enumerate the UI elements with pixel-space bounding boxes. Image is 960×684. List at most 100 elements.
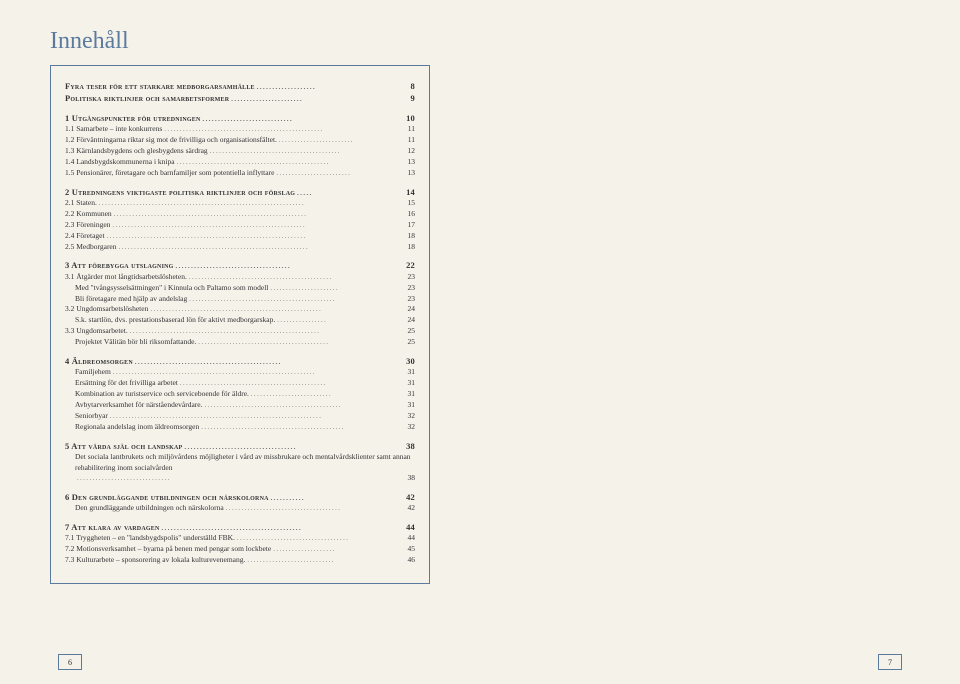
toc-page: 42 [408,503,416,514]
toc-label: 1.1 Samarbete – inte konkurrens [65,124,162,135]
toc-label: Seniorbyar [75,411,108,422]
toc-row: Familjehem..............................… [65,367,415,378]
toc-page: 10 [406,112,415,124]
toc-row: 2.5 Medborgaren.........................… [65,242,415,253]
toc-page: 24 [408,315,416,326]
dot-leader: .......................... [249,390,408,399]
dot-leader: ........................ [277,136,408,145]
page-number-text: 7 [888,658,892,667]
toc-page: 16 [408,209,416,220]
toc-row: 3.1 Åtgärder mot långtidsarbetslösheten.… [65,272,415,283]
dot-leader: ........................................… [97,199,408,208]
toc-row: Regionala andelslag inom äldreomsorgen..… [65,422,415,433]
dot-leader: ........................................… [110,221,407,230]
toc-page: 13 [408,168,416,179]
toc-page: 24 [408,304,416,315]
toc-label: 7.2 Motionsverksamhet – byarna på benen … [65,544,271,555]
toc-label: Den grundläggande utbildningen och närsk… [75,503,224,514]
toc-label: 5 Att vårda själ och landskap [65,440,182,452]
toc-page: 17 [408,220,416,231]
toc-label: 1.2 Förväntningarna riktar sig mot de fr… [65,135,277,146]
dot-leader: ........................................… [162,125,408,134]
toc-label: 7 Att klara av vardagen [65,521,159,533]
toc-page: 46 [408,555,416,566]
toc-label: 2.3 Föreningen [65,220,110,231]
toc-row: Ersättning för det frivilliga arbetet...… [65,378,415,389]
toc-label: Ersättning för det frivilliga arbetet [75,378,178,389]
toc-row: Projektet Välitän bör bli riksomfattande… [65,337,415,348]
toc-label: 7.1 Tryggheten – en "landsbygdspolis" un… [65,533,235,544]
toc-section-2: 2 Utredningens viktigaste politiska rikt… [65,186,415,253]
toc-row: Politiska riktlinjer och samarbetsformer… [65,92,415,104]
toc-page: 8 [411,80,415,92]
toc-page: 18 [408,231,416,242]
toc-row: 1.3 Kärnlandsbygdens och glesbygdens sär… [65,146,415,157]
toc-label: 3.2 Ungdomsarbetslösheten [65,304,148,315]
toc-label: Kombination av turistservice och service… [75,389,249,400]
dot-leader: .............................. [75,474,408,483]
toc-page: 30 [406,355,415,367]
toc-label: 3 Att förebygga utslagning [65,259,174,271]
toc-row: Den grundläggande utbildningen och närsk… [65,503,415,514]
dot-leader: ........................................… [108,412,408,421]
toc-row: 7.3 Kulturarbete – sponsorering av lokal… [65,555,415,566]
toc-page: 45 [408,544,416,555]
toc-row: 2.2 Kommunen............................… [65,209,415,220]
toc-page: 23 [408,283,416,294]
dot-leader: ..................................... [174,262,407,271]
toc-label: 4 Äldreomsorgen [65,355,133,367]
toc-row: 3.2 Ungdomsarbetslösheten...............… [65,304,415,315]
toc-row: 1.2 Förväntningarna riktar sig mot de fr… [65,135,415,146]
toc-label: 2.2 Kommunen [65,209,112,220]
dot-leader: ........................................… [148,305,407,314]
toc-box: Fyra teser för ett starkare medborgarsam… [50,65,430,584]
toc-label: 3.1 Åtgärder mot långtidsarbetslösheten. [65,272,187,283]
toc-page: 13 [408,157,416,168]
toc-page: 15 [408,198,416,209]
dot-leader: ...................... [268,284,407,293]
dot-leader: ........................................… [111,368,408,377]
toc-title: Innehåll [50,28,430,55]
toc-row: 1 Utgångspunkter för utredningen........… [65,112,415,124]
toc-page: 14 [406,186,415,198]
page-number-left: 6 [58,654,82,670]
toc-page: 44 [406,521,415,533]
toc-section-5: 5 Att vårda själ och landskap...........… [65,440,415,484]
toc-label: Med "tvångsysselsättningen" i Kinnula oc… [75,283,268,294]
toc-row: 3 Att förebygga utslagning..............… [65,259,415,271]
toc-row: 2.3 Föreningen..........................… [65,220,415,231]
dot-leader: ........................................… [112,210,408,219]
toc-page: 18 [408,242,416,253]
toc-row: Kombination av turistservice och service… [65,389,415,400]
dot-leader: ........................................… [187,273,408,282]
toc-label: 7.3 Kulturarbete – sponsorering av lokal… [65,555,245,566]
toc-page: 38 [406,440,415,452]
dot-leader: ........................................… [105,232,408,241]
dot-leader: ..... [295,189,406,198]
toc-label: Familjehem [75,367,111,378]
dot-leader: ........................................… [203,401,408,410]
toc-row: 1.5 Pensionärer, företagare och barnfami… [65,168,415,179]
toc-page: 23 [408,294,416,305]
dot-leader: .................................... [235,534,408,543]
toc-row: Avbytarverksamhet för närståendevårdare.… [65,400,415,411]
toc-label: 2.1 Staten. [65,198,97,209]
toc-page: 25 [408,326,416,337]
page-right: 7 [480,0,960,684]
dot-leader: ............................ [245,556,407,565]
dot-leader: ..................................... [224,504,408,513]
toc-row: 1.1 Samarbete – inte konkurrens.........… [65,124,415,135]
toc-row: 2.4 Företaget...........................… [65,231,415,242]
toc-label: 3.3 Ungdomsarbetet. [65,326,128,337]
toc-row: Fyra teser för ett starkare medborgarsam… [65,80,415,92]
dot-leader: ........................................… [175,158,408,167]
page-number-right: 7 [878,654,902,670]
toc-section-1: 1 Utgångspunkter för utredningen........… [65,112,415,179]
dot-leader: ........................................… [117,243,408,252]
toc-page: 31 [408,367,416,378]
toc-row: 2 Utredningens viktigaste politiska rikt… [65,186,415,198]
toc-label: Projektet Välitän bör bli riksomfattande… [75,337,196,348]
toc-label: 6 Den grundläggande utbildningen och när… [65,491,269,503]
toc-page: 44 [408,533,416,544]
page-number-text: 6 [68,658,72,667]
